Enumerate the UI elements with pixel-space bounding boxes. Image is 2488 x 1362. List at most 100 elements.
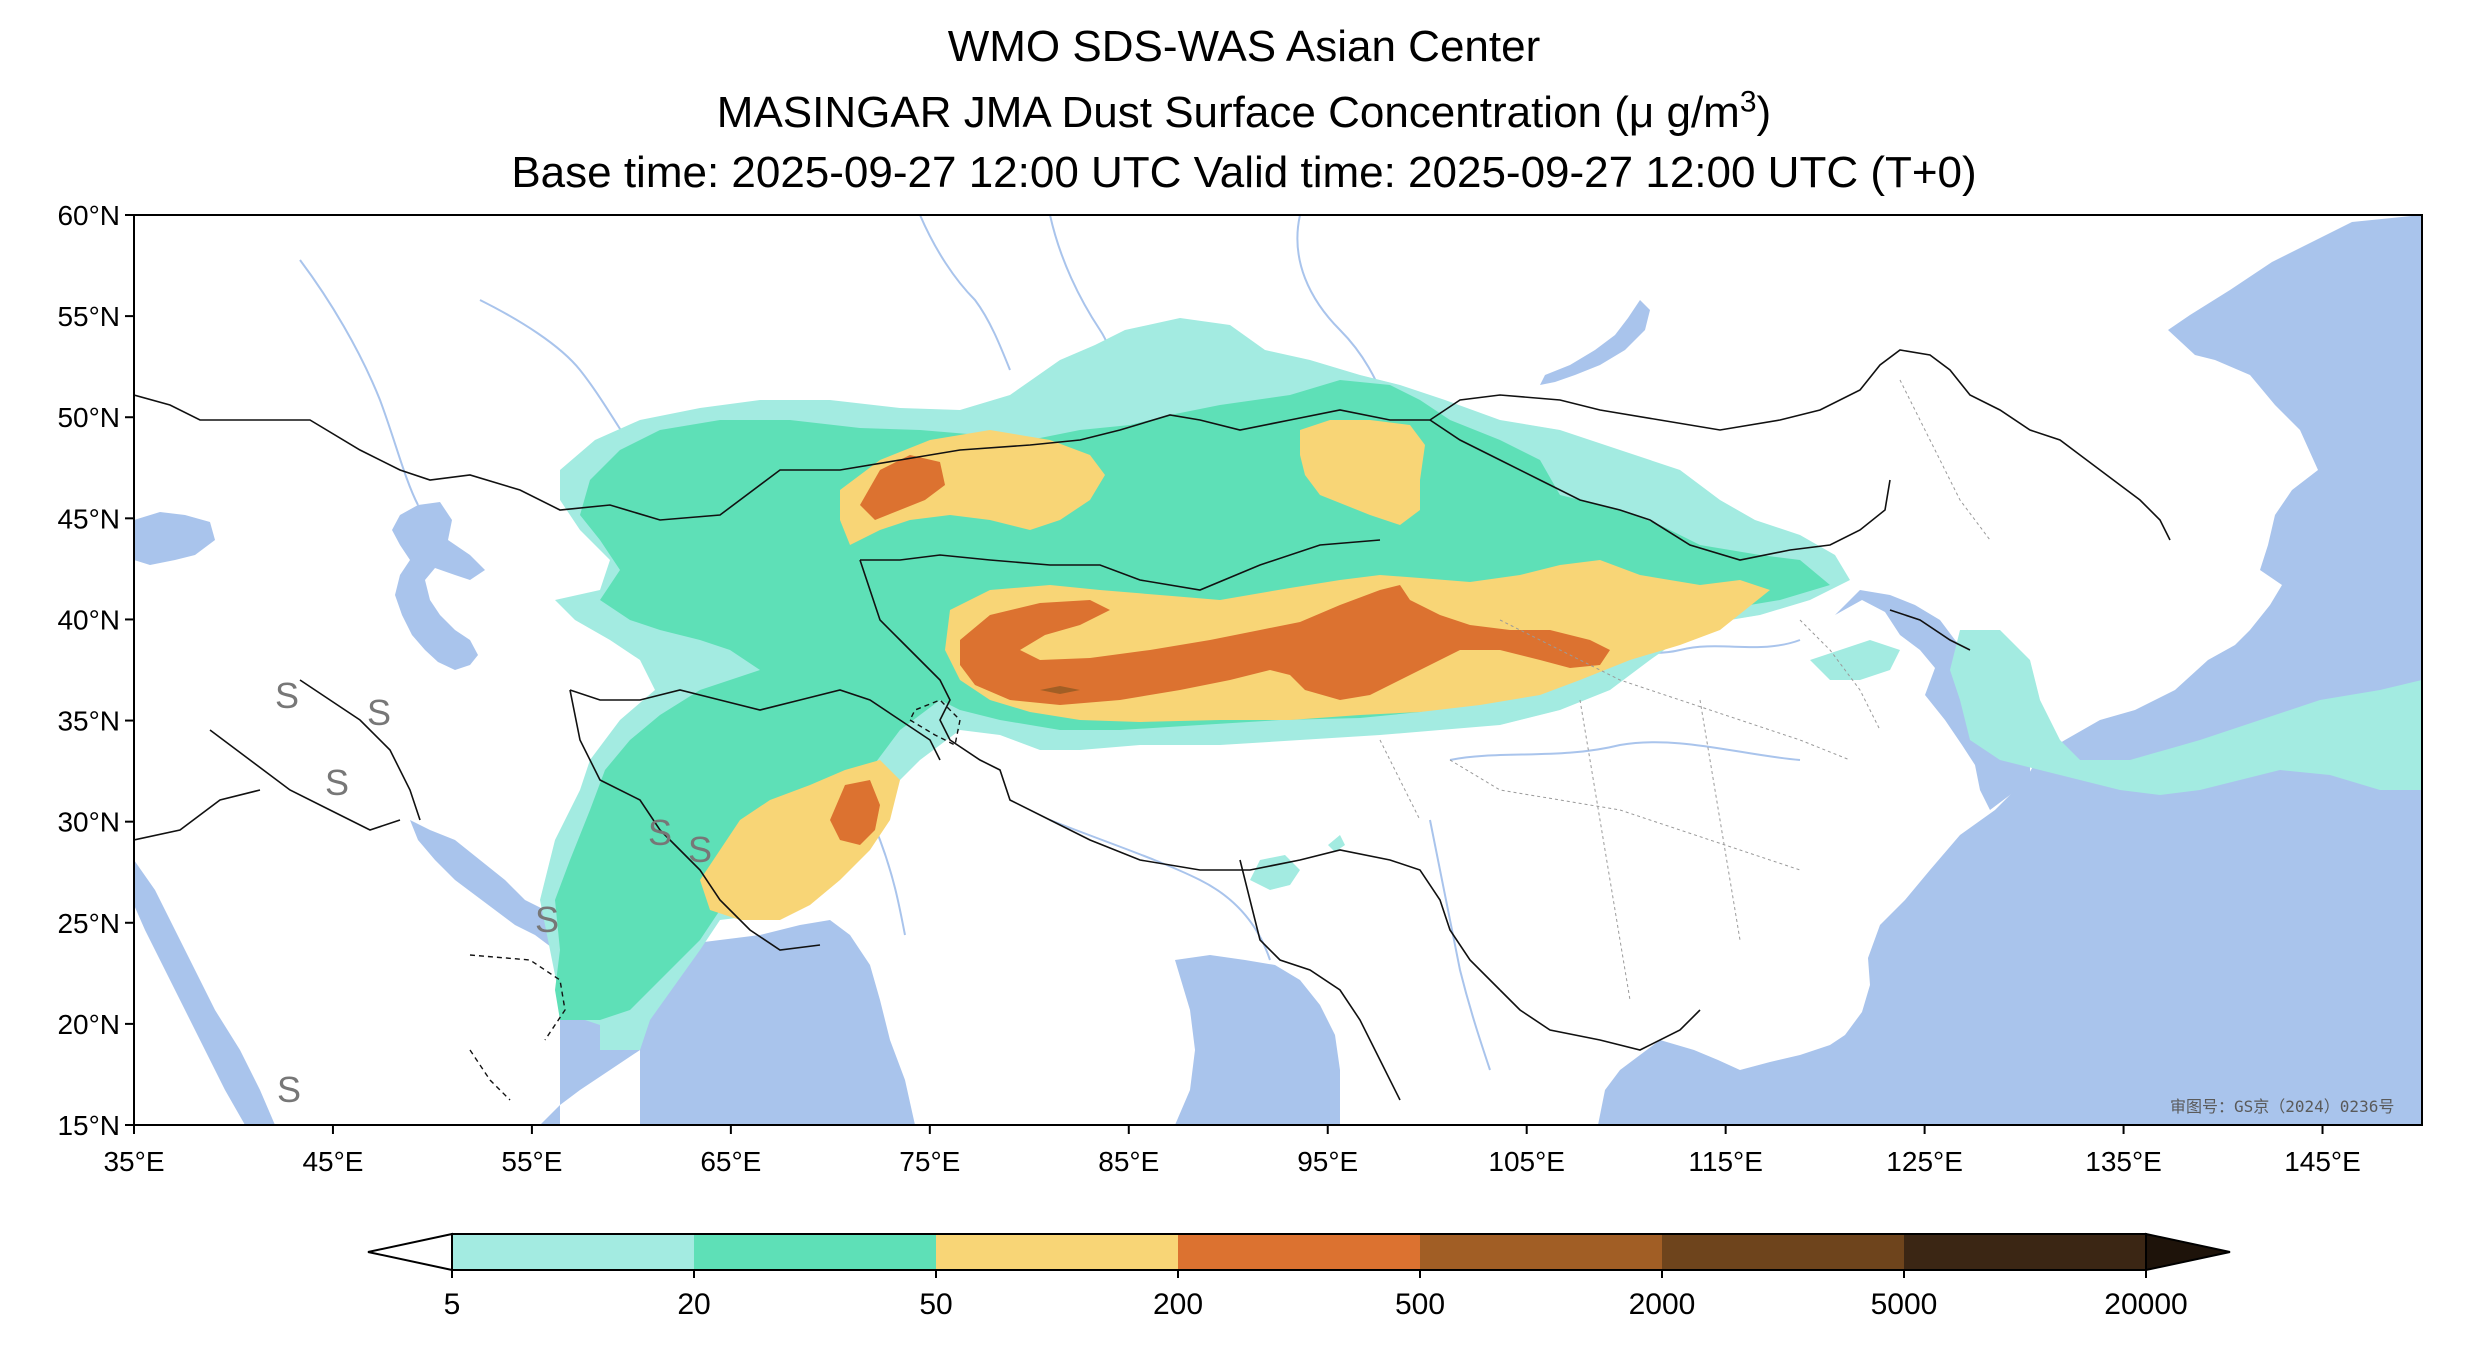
title-prefix: MASINGAR JMA Dust Surface Concentration … bbox=[716, 88, 1629, 137]
map-symbol-s: S bbox=[535, 899, 559, 940]
province-border bbox=[1449, 759, 1801, 871]
map-symbol-s: S bbox=[367, 692, 391, 733]
pacific-ocean bbox=[1598, 215, 2422, 1125]
border bbox=[209, 729, 401, 831]
longitude-axis: 35°E 45°E 55°E 65°E 75°E 85°E 95°E 105°E 115°E 12… bbox=[103, 1125, 2361, 1177]
colorbar-tick-label: 2000 bbox=[1629, 1288, 1696, 1321]
title-unit: μ g/m bbox=[1628, 88, 1740, 137]
province-border bbox=[1799, 619, 1881, 731]
colorbar-over-arrow bbox=[2145, 1232, 2231, 1272]
province-border bbox=[1899, 379, 1991, 541]
title-line-1: WMO SDS-WAS Asian Center bbox=[947, 22, 1541, 71]
map-symbol-s: S bbox=[325, 762, 349, 803]
colorbar bbox=[367, 1232, 2231, 1272]
latitude-axis: 60°N 55°N 50°N 45°N 40°N 35°N 30°N 25°N 20°N 15°N bbox=[57, 200, 134, 1141]
colorbar-tick-label: 20000 bbox=[2104, 1288, 2187, 1321]
lon-tick-label: 115°E bbox=[1688, 1146, 1763, 1177]
colorbar-tick-label: 50 bbox=[919, 1288, 952, 1321]
lat-tick-label: 40°N bbox=[57, 604, 120, 635]
dust-level-200-500-main bbox=[960, 585, 1610, 705]
bay-of-bengal bbox=[1175, 955, 1340, 1125]
colorbar-tick-label: 200 bbox=[1153, 1288, 1203, 1321]
lon-tick-label: 35°E bbox=[103, 1146, 164, 1177]
border bbox=[134, 349, 2171, 541]
colorbar-under-arrow bbox=[367, 1232, 453, 1272]
province-border bbox=[1579, 699, 1631, 1001]
lat-tick-label: 55°N bbox=[57, 301, 120, 332]
map-area: S S S S S S S 审图号：GS京（2024）0236号 bbox=[134, 215, 2422, 1125]
colorbar-segment bbox=[452, 1234, 695, 1270]
river bbox=[1449, 741, 1801, 761]
border bbox=[299, 679, 421, 821]
dust-level-500-2000 bbox=[1040, 686, 1080, 694]
caspian-sea bbox=[392, 502, 485, 670]
lon-tick-label: 105°E bbox=[1488, 1146, 1565, 1177]
border bbox=[1499, 989, 1701, 1051]
province-border bbox=[1499, 619, 1851, 761]
lon-tick-label: 125°E bbox=[1886, 1146, 1963, 1177]
title-line-2: MASINGAR JMA Dust Surface Concentration … bbox=[0, 86, 2488, 140]
colorbar-frame bbox=[451, 1233, 2147, 1271]
lat-tick-label: 45°N bbox=[57, 503, 120, 534]
disputed-border bbox=[469, 954, 566, 1041]
yellow-sea bbox=[1835, 590, 2030, 810]
colorbar-tick-label: 20 bbox=[677, 1288, 710, 1321]
colorbar-segment bbox=[694, 1234, 937, 1270]
border bbox=[569, 689, 821, 951]
disputed-border bbox=[469, 1049, 511, 1101]
lon-tick-label: 135°E bbox=[2085, 1146, 2162, 1177]
map-symbol-s: S bbox=[648, 812, 672, 853]
lat-tick-label: 60°N bbox=[57, 200, 120, 231]
map-symbol-s: S bbox=[688, 829, 712, 870]
colorbar-segment bbox=[936, 1234, 1179, 1270]
border bbox=[859, 559, 1501, 991]
lat-tick-label: 35°N bbox=[57, 706, 120, 737]
lat-tick-label: 50°N bbox=[57, 402, 120, 433]
lon-tick-label: 65°E bbox=[700, 1146, 761, 1177]
colorbar-tick-label: 500 bbox=[1395, 1288, 1445, 1321]
lat-tick-label: 30°N bbox=[57, 807, 120, 838]
province-border-layer bbox=[1379, 379, 1991, 1001]
province-border bbox=[1379, 739, 1421, 821]
disputed-border bbox=[909, 699, 961, 747]
border bbox=[860, 539, 1381, 591]
lon-tick-label: 55°E bbox=[501, 1146, 562, 1177]
border-layer bbox=[134, 349, 2171, 1101]
title-line-3: Base time: 2025-09-27 12:00 UTC Valid ti… bbox=[511, 148, 1977, 197]
colorbar-segment bbox=[1904, 1234, 2147, 1270]
dust-level-5-20-east bbox=[1810, 630, 2422, 795]
river bbox=[1049, 819, 1271, 961]
border bbox=[569, 689, 941, 761]
border bbox=[1239, 859, 1401, 1101]
border bbox=[1889, 609, 1971, 651]
map-credit-label: 审图号：GS京（2024）0236号 bbox=[2170, 1097, 2394, 1116]
dust-contours bbox=[540, 318, 2422, 1050]
colorbar-segment bbox=[1178, 1234, 1421, 1270]
red-sea bbox=[134, 860, 275, 1125]
lon-tick-label: 75°E bbox=[899, 1146, 960, 1177]
dust-level-200-500-west bbox=[860, 455, 945, 520]
dust-level-200-500-south bbox=[830, 780, 880, 845]
lat-tick-label: 15°N bbox=[57, 1110, 120, 1141]
title-unit-superscript: 3 bbox=[1739, 85, 1757, 119]
colorbar-segment bbox=[1420, 1234, 1663, 1270]
map-symbols: S S S S S S S bbox=[275, 675, 712, 1110]
province-border bbox=[1699, 699, 1741, 941]
lake-baikal bbox=[1540, 300, 1650, 385]
river bbox=[1429, 819, 1491, 1071]
colorbar-tick-label: 5 bbox=[444, 1288, 461, 1321]
lon-tick-label: 85°E bbox=[1098, 1146, 1159, 1177]
lon-tick-label: 145°E bbox=[2284, 1146, 2361, 1177]
river bbox=[919, 215, 1011, 371]
black-sea bbox=[134, 512, 215, 565]
disputed-border-layer bbox=[469, 699, 961, 1101]
colorbar-tick-label: 5000 bbox=[1871, 1288, 1938, 1321]
map-frame bbox=[133, 214, 2423, 1126]
lon-tick-label: 95°E bbox=[1297, 1146, 1358, 1177]
dust-level-50-200-north bbox=[1300, 420, 1425, 525]
dust-level-5-20-tibet bbox=[1250, 835, 1345, 890]
lat-tick-label: 20°N bbox=[57, 1009, 120, 1040]
map-symbol-s: S bbox=[277, 1069, 301, 1110]
lat-tick-label: 25°N bbox=[57, 908, 120, 939]
